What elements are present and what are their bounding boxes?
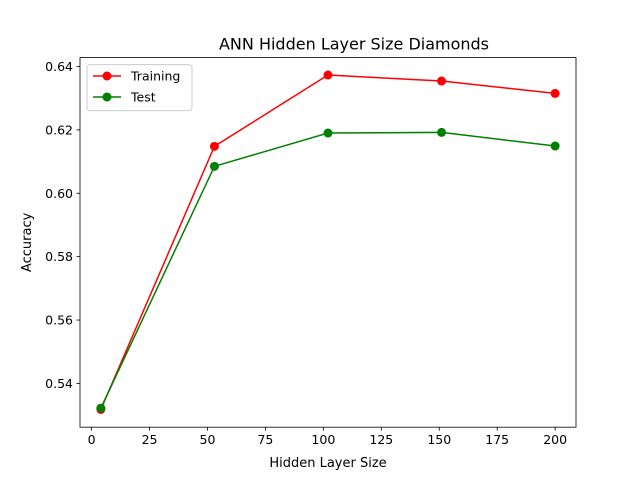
legend-label-training: Training xyxy=(130,69,180,84)
data-point-test xyxy=(209,161,219,171)
x-tick-label: 175 xyxy=(485,432,509,447)
data-point-training xyxy=(550,88,560,98)
x-tick-label: 75 xyxy=(257,432,273,447)
legend-label-test: Test xyxy=(130,90,156,105)
x-tick-label: 25 xyxy=(142,432,158,447)
y-tick-label: 0.60 xyxy=(45,186,73,201)
y-tick-label: 0.62 xyxy=(45,122,73,137)
legend: Training Test xyxy=(86,64,193,112)
data-point-training xyxy=(437,76,447,86)
data-point-test xyxy=(96,403,106,413)
x-tick-label: 200 xyxy=(543,432,567,447)
x-tick-label: 150 xyxy=(427,432,451,447)
x-tick-label: 50 xyxy=(200,432,216,447)
legend-marker-test xyxy=(102,92,112,102)
chart-title: ANN Hidden Layer Size Diamonds xyxy=(219,35,489,54)
data-point-test xyxy=(550,141,560,151)
plot-area xyxy=(79,57,577,428)
data-point-training xyxy=(323,70,333,80)
data-point-test xyxy=(323,128,333,138)
series-layer xyxy=(96,70,560,414)
x-axis-label: Hidden Layer Size xyxy=(269,456,386,471)
y-ticks: 0.54 0.56 0.58 0.60 0.62 0.64 xyxy=(45,59,80,391)
x-ticks: 0 25 50 75 100 125 150 175 200 xyxy=(88,427,567,447)
x-tick-label: 100 xyxy=(311,432,335,447)
y-tick-label: 0.64 xyxy=(45,59,73,74)
y-tick-label: 0.54 xyxy=(45,376,73,391)
y-tick-label: 0.58 xyxy=(45,249,73,264)
y-axis-label: Accuracy xyxy=(20,212,35,272)
x-tick-label: 125 xyxy=(369,432,393,447)
legend-marker-training xyxy=(102,71,112,81)
data-point-test xyxy=(437,127,447,137)
data-point-training xyxy=(209,141,219,151)
x-tick-label: 0 xyxy=(88,432,96,447)
y-tick-label: 0.56 xyxy=(45,313,73,328)
